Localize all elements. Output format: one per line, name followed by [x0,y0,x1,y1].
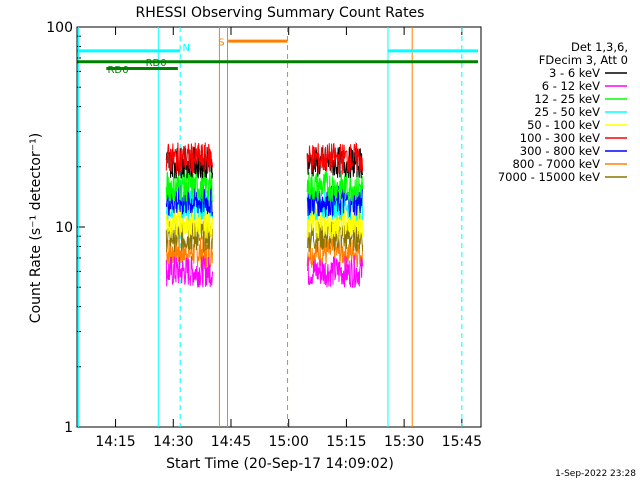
flag-label-N: N [183,43,190,54]
series-line-6-0 [165,185,213,217]
flag-label-RD0: RD0 [146,58,167,69]
observation-markers [78,27,463,427]
y-tick-label-0: 1 [64,420,73,436]
x-tick-label-5: 15:30 [384,434,424,450]
x-tick-label-2: 14:45 [211,434,251,450]
x-tick-label-0: 14:15 [95,434,135,450]
y-tick-label-1: 10 [55,220,73,236]
legend-header-0: Det 1,3,6, [571,40,628,54]
flag-label-S: S [218,37,224,48]
legend-label-5: 100 - 300 keV [520,131,600,145]
axes-ticks: 14:15 14:30 14:45 15:00 15:15 15:30 15:45 1 10 10… [46,20,482,450]
x-tick-label-1: 14:30 [153,434,193,450]
footer-timestamp: 1-Sep-2022 23:28 [555,469,636,479]
series-line-4-1 [306,206,364,239]
legend-label-4: 50 - 100 keV [527,118,600,132]
plot-frame [76,26,482,428]
legend-label-7: 800 - 7000 keV [512,157,600,171]
flag-bars: N RD6 RD0 S [77,37,478,76]
series-group [165,141,364,288]
series-line-5-1 [306,141,364,175]
x-tick-label-3: 15:00 [269,434,309,450]
legend-label-3: 25 - 50 keV [534,105,600,119]
x-tick-label-6: 15:45 [442,434,482,450]
y-tick-label-2: 100 [46,20,73,36]
legend-label-1: 6 - 12 keV [542,79,600,93]
y-axis-label: Count Rate (s⁻¹ detector⁻¹) [28,133,44,323]
series-line-2-1 [306,170,364,202]
series-line-1-1 [306,255,364,288]
series-line-5-0 [165,142,213,176]
legend-label-8: 7000 - 15000 keV [498,170,600,184]
legend-label-2: 12 - 25 keV [534,92,600,106]
flag-label-RD6: RD6 [107,65,128,76]
legend-header-1: FDecim 3, Att 0 [539,53,628,67]
x-axis-label: Start Time (20-Sep-17 14:09:02) [166,456,394,472]
x-tick-label-4: 15:15 [326,434,366,450]
chart-title: RHESSI Observing Summary Count Rates [136,5,425,21]
series-line-1-0 [165,255,213,288]
legend-label-6: 300 - 800 keV [520,144,600,158]
legend-label-0: 3 - 6 keV [549,66,600,80]
